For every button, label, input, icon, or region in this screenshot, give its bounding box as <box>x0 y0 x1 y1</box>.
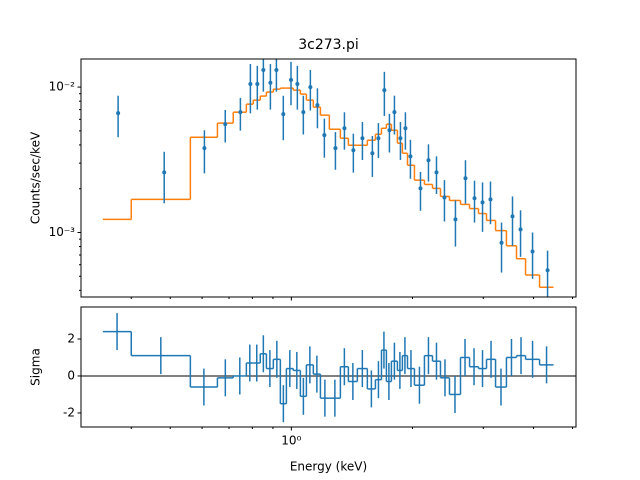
data-point <box>351 148 356 153</box>
y-tick-label: 10⁻³ <box>49 225 76 239</box>
axes-frame <box>80 306 577 428</box>
plot-area <box>81 313 576 423</box>
data-point <box>238 110 243 115</box>
data-point <box>268 80 273 85</box>
data-point <box>463 176 468 181</box>
data-point <box>301 110 306 115</box>
data-point <box>488 197 493 202</box>
data-point <box>453 217 458 222</box>
y-tick-label: 2 <box>67 331 75 345</box>
data-point <box>387 128 392 133</box>
data-point <box>376 136 381 141</box>
data-point <box>308 85 313 90</box>
data-point <box>418 186 423 191</box>
data-point <box>255 82 260 87</box>
data-point <box>408 154 413 159</box>
data-point <box>248 82 253 87</box>
data-point <box>434 170 439 175</box>
y-tick-label: 0 <box>67 368 75 382</box>
data-point <box>510 214 515 219</box>
data-point <box>382 88 387 93</box>
data-point <box>261 68 266 73</box>
data-point <box>442 195 447 200</box>
data-point <box>480 200 485 205</box>
y-tick-label: -2 <box>63 405 75 419</box>
data-point <box>315 103 320 108</box>
data-point <box>202 146 207 151</box>
data-point <box>518 227 523 232</box>
data-point <box>295 82 300 87</box>
data-point <box>116 111 121 116</box>
axes-frame <box>80 58 577 298</box>
data-point <box>274 68 279 73</box>
data-point <box>342 126 347 131</box>
chart-title: 3c273.pi <box>298 37 359 53</box>
data-point <box>426 158 431 163</box>
plot-area <box>102 59 554 297</box>
data-point <box>392 110 397 115</box>
data-point <box>530 249 535 254</box>
data-point <box>360 136 365 141</box>
data-point <box>281 112 286 117</box>
x-axis-label: Energy (keV) <box>290 460 367 474</box>
data-point <box>333 146 338 151</box>
data-point <box>223 122 228 127</box>
data-point <box>403 126 408 131</box>
y-axis-label: Sigma <box>29 348 43 386</box>
data-point <box>545 268 550 273</box>
data-point <box>322 133 327 138</box>
data-point <box>472 196 477 201</box>
data-point <box>162 170 167 175</box>
y-tick-label: 10⁻² <box>49 80 76 94</box>
x-tick-label: 10⁰ <box>281 434 301 448</box>
data-point <box>289 77 294 82</box>
data-point <box>499 240 504 245</box>
data-point <box>398 136 403 141</box>
y-axis-label: Counts/sec/keV <box>29 131 43 224</box>
data-point <box>370 151 375 156</box>
